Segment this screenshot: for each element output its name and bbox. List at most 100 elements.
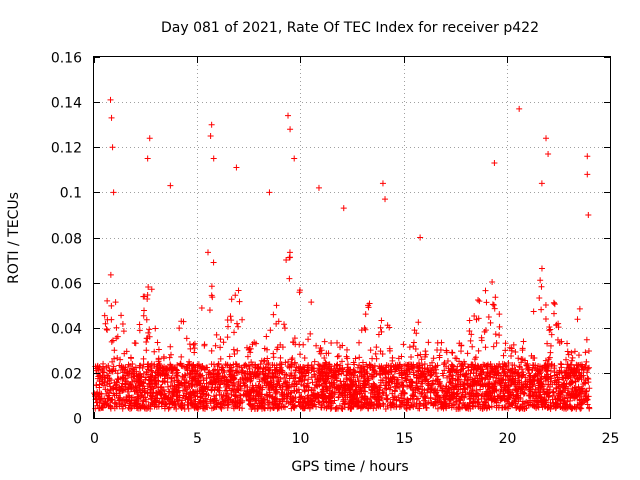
data-point bbox=[391, 388, 398, 395]
data-point bbox=[367, 394, 374, 401]
data-point bbox=[247, 389, 254, 396]
data-point bbox=[521, 405, 528, 412]
data-point bbox=[247, 345, 254, 352]
data-point bbox=[571, 348, 578, 355]
data-point bbox=[448, 380, 455, 387]
data-point bbox=[181, 382, 188, 389]
data-point bbox=[583, 358, 590, 365]
data-point bbox=[140, 355, 147, 362]
data-point bbox=[386, 347, 393, 354]
data-point bbox=[418, 390, 425, 397]
data-point bbox=[584, 375, 591, 382]
data-point bbox=[260, 358, 267, 365]
data-point bbox=[293, 387, 300, 394]
data-point bbox=[296, 366, 303, 373]
data-point bbox=[183, 335, 190, 342]
data-point bbox=[203, 398, 210, 405]
data-point bbox=[107, 387, 114, 394]
y-tick-label: 0.06 bbox=[51, 277, 82, 293]
x-tick-label: 10 bbox=[292, 431, 310, 447]
data-point bbox=[111, 355, 118, 362]
data-point bbox=[201, 341, 208, 348]
data-point bbox=[410, 392, 417, 399]
data-point bbox=[318, 400, 325, 407]
data-point bbox=[183, 390, 190, 397]
data-point bbox=[478, 337, 485, 344]
data-point bbox=[183, 378, 190, 385]
data-point bbox=[331, 374, 338, 381]
data-point bbox=[122, 375, 129, 382]
data-point bbox=[374, 386, 381, 393]
data-point bbox=[259, 405, 266, 412]
data-point bbox=[144, 366, 151, 373]
y-tick-label: 0.1 bbox=[60, 186, 82, 202]
data-point bbox=[429, 380, 436, 387]
data-point bbox=[315, 399, 322, 406]
data-point bbox=[310, 387, 317, 394]
data-point bbox=[375, 391, 382, 398]
data-point bbox=[199, 384, 206, 391]
data-point bbox=[296, 287, 303, 294]
data-point bbox=[422, 353, 429, 360]
data-point bbox=[493, 362, 500, 369]
y-tick-label: 0.14 bbox=[51, 96, 82, 112]
data-point bbox=[191, 349, 198, 356]
data-point bbox=[143, 347, 150, 354]
data-point bbox=[213, 331, 220, 338]
data-point bbox=[466, 317, 473, 324]
data-point bbox=[113, 378, 120, 385]
data-point bbox=[157, 384, 164, 391]
data-point bbox=[144, 155, 151, 162]
data-point bbox=[477, 381, 484, 388]
data-point bbox=[161, 379, 168, 386]
data-point bbox=[477, 371, 484, 378]
data-point bbox=[355, 403, 362, 410]
data-point bbox=[386, 324, 393, 331]
data-point bbox=[310, 403, 317, 410]
data-point bbox=[103, 390, 110, 397]
data-point bbox=[502, 397, 509, 404]
x-tick-label: 15 bbox=[396, 431, 414, 447]
data-point bbox=[308, 299, 315, 306]
data-point bbox=[364, 404, 371, 411]
data-point bbox=[133, 368, 140, 375]
data-point bbox=[122, 364, 129, 371]
data-point bbox=[267, 379, 274, 386]
data-point bbox=[208, 121, 215, 128]
data-point bbox=[217, 336, 224, 343]
data-point bbox=[475, 347, 482, 354]
data-point bbox=[491, 381, 498, 388]
data-point bbox=[204, 249, 211, 256]
data-point bbox=[452, 377, 459, 384]
chart-title: Day 081 of 2021, Rate Of TEC Index for r… bbox=[161, 20, 539, 36]
data-point bbox=[170, 385, 177, 392]
data-point bbox=[423, 405, 430, 412]
data-point bbox=[266, 189, 273, 196]
data-point bbox=[372, 350, 379, 357]
data-point bbox=[220, 339, 227, 346]
data-point bbox=[232, 292, 239, 299]
data-point bbox=[161, 405, 168, 412]
data-point bbox=[465, 364, 472, 371]
data-point bbox=[420, 370, 427, 377]
data-point bbox=[133, 401, 140, 408]
data-point bbox=[272, 373, 279, 380]
data-point bbox=[136, 327, 143, 334]
data-point bbox=[430, 401, 437, 408]
data-point bbox=[217, 404, 224, 411]
data-point bbox=[233, 369, 240, 376]
data-point bbox=[425, 368, 432, 375]
data-point bbox=[483, 299, 490, 306]
data-point bbox=[231, 329, 238, 336]
data-point bbox=[436, 380, 443, 387]
data-point bbox=[557, 391, 564, 398]
data-point bbox=[257, 398, 264, 405]
data-point bbox=[277, 364, 284, 371]
data-point bbox=[253, 340, 260, 347]
data-point bbox=[563, 364, 570, 371]
data-point bbox=[192, 364, 199, 371]
data-point bbox=[143, 316, 150, 323]
data-point bbox=[563, 392, 570, 399]
data-point bbox=[568, 349, 575, 356]
data-point bbox=[491, 160, 498, 167]
